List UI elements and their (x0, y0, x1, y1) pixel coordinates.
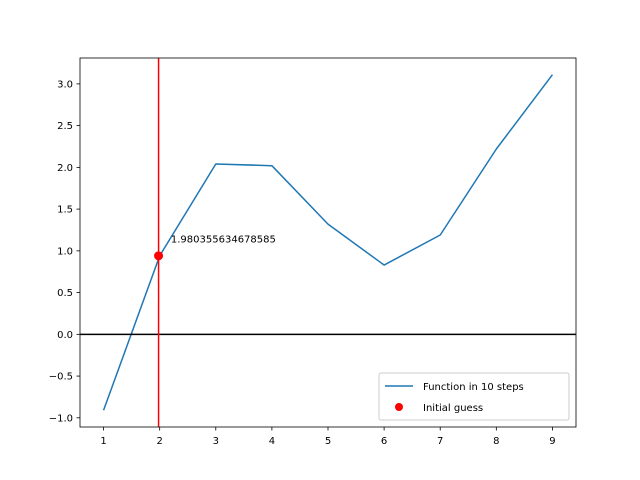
y-tick-label: −1.0 (49, 413, 73, 424)
x-tick-label: 5 (325, 436, 331, 447)
plot-area: 1 2 3 4 5 6 7 8 9 −1.0 −0.5 0.0 0.5 1.0 1.5 2.0 2.5 3.0 (49, 57, 577, 447)
legend-box (378, 372, 570, 421)
legend-label-point: Initial guess (423, 403, 483, 414)
x-tick-label: 6 (381, 436, 387, 447)
x-tick-label: 8 (493, 436, 499, 447)
axes-frame (79, 57, 577, 428)
x-tick-label: 2 (156, 436, 162, 447)
x-tick-label: 9 (549, 436, 555, 447)
initial-guess-marker (154, 251, 164, 261)
annotation-label: 1.980355634678585 (171, 234, 276, 245)
y-tick-label: 0.0 (57, 330, 73, 341)
legend: Function in 10 steps Initial guess (378, 372, 570, 421)
x-tick-label: 1 (100, 436, 106, 447)
y-tick-label: 0.5 (57, 288, 73, 299)
series-line (102, 74, 554, 411)
x-tick-label: 3 (213, 436, 219, 447)
y-tick-label: 2.0 (57, 163, 73, 174)
x-tick-label: 4 (269, 436, 275, 447)
y-tick-label: 1.5 (57, 205, 73, 216)
y-tick-label: 3.0 (57, 79, 73, 90)
y-tick-label: −0.5 (49, 372, 73, 383)
x-tick-label: 7 (437, 436, 443, 447)
y-tick-label: 1.0 (57, 246, 73, 257)
legend-swatch-marker (395, 403, 403, 411)
y-tick-label: 2.5 (57, 121, 73, 132)
legend-label-series: Function in 10 steps (423, 382, 524, 393)
